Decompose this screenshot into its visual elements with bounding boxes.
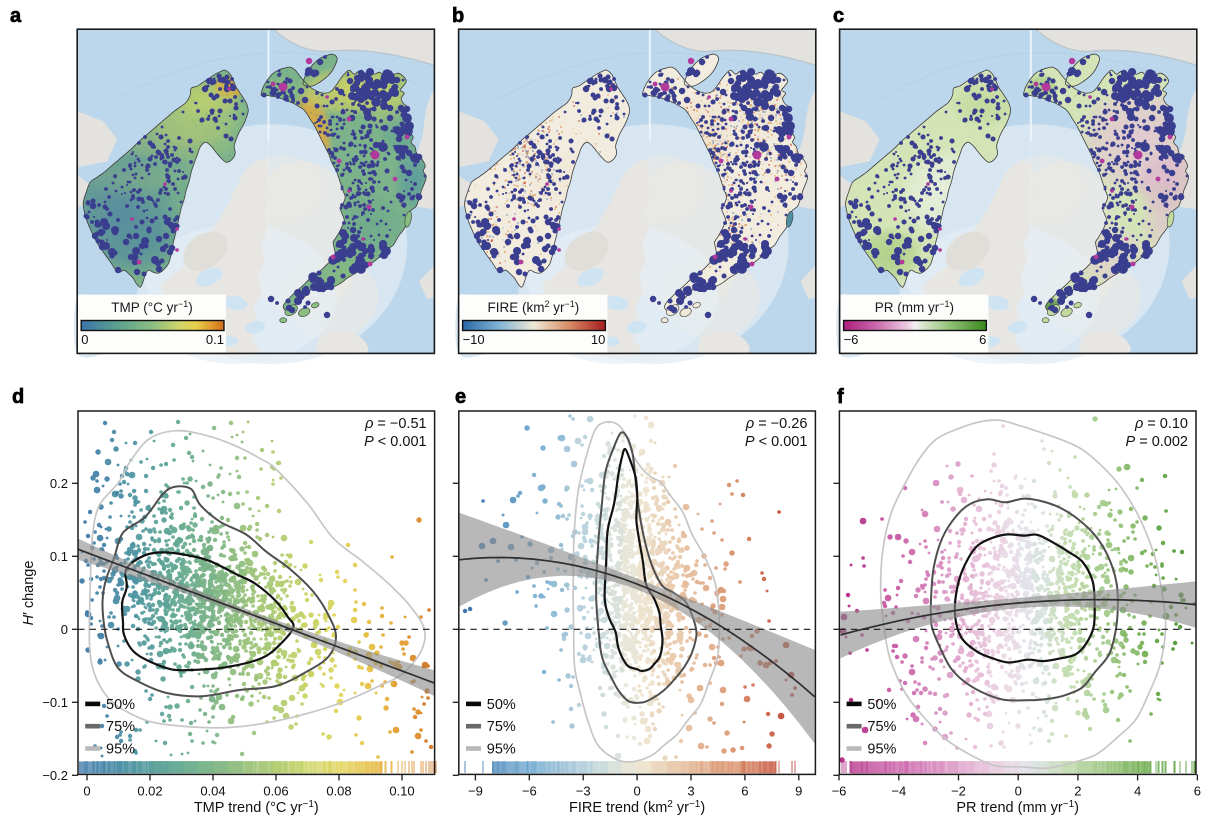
svg-text:3: 3	[687, 783, 694, 798]
svg-text:TMP (°C yr−1): TMP (°C yr−1)	[111, 299, 192, 315]
svg-text:c: c	[833, 5, 844, 27]
svg-text:0: 0	[81, 332, 88, 347]
svg-text:ρ = −0.26: ρ = −0.26	[745, 416, 808, 432]
svg-text:95%: 95%	[867, 742, 896, 758]
svg-text:0.06: 0.06	[263, 783, 288, 798]
svg-text:2: 2	[1074, 783, 1081, 798]
svg-text:0.04: 0.04	[200, 783, 225, 798]
svg-text:−4: −4	[891, 783, 906, 798]
svg-text:a: a	[10, 5, 22, 27]
svg-text:P = 0.002: P = 0.002	[1126, 434, 1188, 450]
svg-text:PR (mm yr−1): PR (mm yr−1)	[875, 299, 954, 315]
svg-text:75%: 75%	[487, 719, 516, 735]
svg-text:−6: −6	[522, 783, 537, 798]
svg-text:−6: −6	[844, 332, 859, 347]
svg-text:d: d	[12, 386, 24, 408]
svg-text:0: 0	[1015, 783, 1022, 798]
svg-text:0: 0	[61, 622, 68, 637]
svg-text:95%: 95%	[487, 742, 516, 758]
svg-text:0.2: 0.2	[50, 476, 68, 491]
svg-text:FIRE trend (km2 yr−1): FIRE trend (km2 yr−1)	[569, 799, 705, 816]
svg-text:−3: −3	[576, 783, 591, 798]
svg-text:−10: −10	[463, 332, 485, 347]
svg-text:−0.2: −0.2	[42, 768, 68, 783]
svg-text:75%: 75%	[106, 719, 135, 735]
svg-text:H′ change: H′ change	[21, 561, 37, 626]
svg-text:50%: 50%	[487, 697, 516, 713]
svg-text:f: f	[837, 386, 844, 408]
svg-text:b: b	[452, 5, 464, 27]
svg-text:6: 6	[741, 783, 748, 798]
svg-text:ρ = 0.10: ρ = 0.10	[1134, 416, 1188, 432]
svg-text:P < 0.001: P < 0.001	[364, 434, 426, 450]
svg-text:−2: −2	[951, 783, 966, 798]
svg-text:9: 9	[795, 783, 802, 798]
svg-text:P < 0.001: P < 0.001	[745, 434, 807, 450]
svg-text:0.1: 0.1	[50, 549, 68, 564]
svg-text:−0.1: −0.1	[42, 695, 68, 710]
svg-text:−9: −9	[468, 783, 483, 798]
svg-text:0.02: 0.02	[137, 783, 162, 798]
svg-text:50%: 50%	[867, 697, 896, 713]
svg-text:95%: 95%	[106, 742, 135, 758]
svg-text:TMP trend (°C yr−1): TMP trend (°C yr−1)	[194, 799, 319, 816]
svg-text:0.08: 0.08	[326, 783, 351, 798]
svg-text:10: 10	[591, 332, 605, 347]
svg-text:−6: −6	[832, 783, 847, 798]
svg-text:FIRE (km2 yr−1): FIRE (km2 yr−1)	[488, 299, 580, 315]
svg-text:PR trend (mm yr−1): PR trend (mm yr−1)	[956, 799, 1079, 816]
svg-text:0: 0	[83, 783, 90, 798]
svg-text:0.10: 0.10	[389, 783, 414, 798]
svg-text:e: e	[455, 386, 466, 408]
svg-text:6: 6	[979, 332, 986, 347]
svg-text:50%: 50%	[106, 697, 135, 713]
svg-text:4: 4	[1134, 783, 1141, 798]
svg-text:ρ = −0.51: ρ = −0.51	[364, 416, 427, 432]
svg-text:0.1: 0.1	[206, 332, 224, 347]
svg-text:0: 0	[633, 783, 640, 798]
svg-text:6: 6	[1194, 783, 1201, 798]
svg-text:75%: 75%	[867, 719, 896, 735]
